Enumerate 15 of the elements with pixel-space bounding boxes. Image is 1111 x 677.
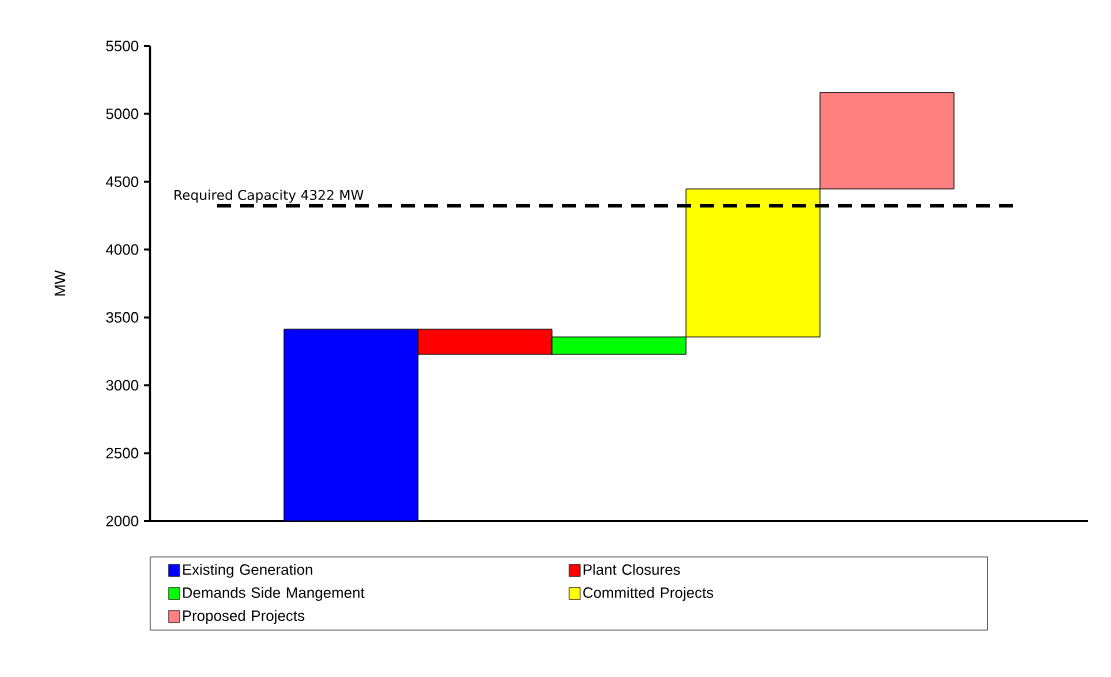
legend-label: Demands Side Mangement bbox=[183, 586, 365, 601]
y-axis-title: MW bbox=[54, 270, 66, 296]
y-tick-label: 4500 bbox=[105, 176, 139, 187]
legend-label: Proposed Projects bbox=[183, 610, 305, 624]
y-tick-label: 3000 bbox=[106, 379, 139, 391]
ref-line-label: Required Capacity 4322 MW bbox=[174, 189, 364, 203]
y-tick-label: 2500 bbox=[106, 447, 139, 459]
legend-label: Existing Generation bbox=[183, 563, 313, 578]
y-tick-label: 5500 bbox=[106, 40, 139, 52]
legend-label: Committed Projects bbox=[583, 586, 714, 601]
y-tick-label: 2000 bbox=[106, 515, 139, 527]
legend-label: Plant Closures bbox=[583, 563, 680, 575]
y-tick-label: 3500 bbox=[106, 312, 139, 323]
y-tick-label: 5000 bbox=[106, 108, 139, 120]
y-tick-label: 4000 bbox=[105, 244, 139, 255]
